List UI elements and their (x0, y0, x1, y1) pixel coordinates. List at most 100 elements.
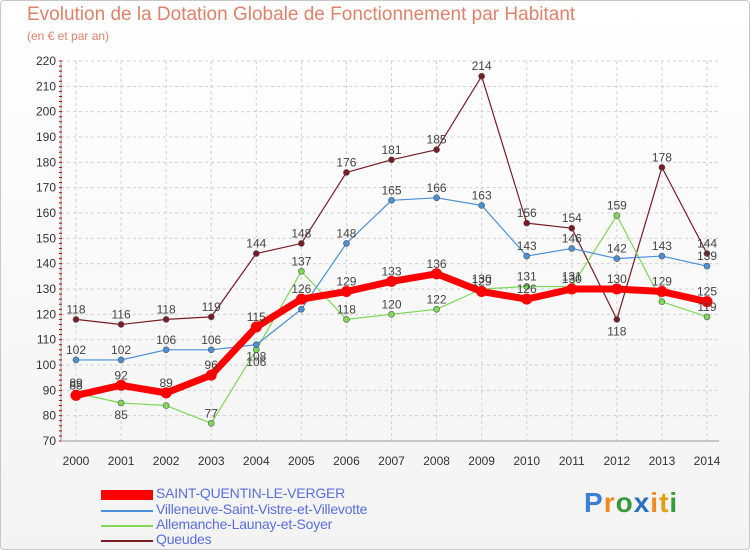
data-point-saint-quentin-le-verger (295, 293, 307, 305)
logo-letter: P (584, 487, 604, 518)
data-label: 96 (205, 358, 219, 372)
x-tick-label: 2008 (423, 454, 450, 468)
data-label: 77 (205, 406, 219, 420)
data-label: 88 (69, 378, 83, 392)
x-tick-label: 2003 (198, 454, 225, 468)
data-label: 143 (652, 239, 672, 253)
data-point-allemanche-launay-et-soyer (703, 313, 711, 321)
x-tick-label: 2000 (63, 454, 90, 468)
data-point-queudes (117, 321, 125, 328)
data-point-allemanche-launay-et-soyer (343, 316, 350, 323)
logo-letter: x (633, 487, 651, 518)
legend-swatch-villeneuve (101, 510, 153, 512)
x-tick-label: 2002 (153, 454, 180, 468)
data-point-villeneuve-saint-vistre-et-villevotte (568, 245, 576, 252)
data-point-allemanche-launay-et-soyer (613, 212, 621, 219)
data-label: 131 (517, 269, 537, 283)
y-tick-label: 100 (36, 358, 56, 372)
data-point-allemanche-launay-et-soyer (658, 298, 666, 305)
x-tick-label: 2012 (604, 454, 631, 468)
data-point-villeneuve-saint-vistre-et-villevotte (117, 356, 125, 364)
data-label: 106 (201, 333, 221, 347)
data-label: 129 (336, 275, 356, 289)
y-tick-label: 120 (36, 307, 56, 321)
data-point-saint-quentin-le-verger (386, 275, 397, 287)
x-tick-label: 2005 (288, 454, 315, 468)
legend-swatch-allemanche (101, 525, 153, 527)
data-label: 143 (517, 239, 537, 253)
chart-title: Evolution de la Dotation Globale de Fonc… (27, 4, 576, 25)
data-label: 118 (337, 302, 356, 316)
legend-label-saint-quentin: SAINT-QUENTIN-LE-VERGER (156, 485, 346, 501)
data-point-villeneuve-saint-vistre-et-villevotte (207, 346, 215, 354)
data-label: 130 (607, 272, 627, 286)
data-label: 137 (291, 254, 311, 268)
y-tick-label: 70 (43, 434, 57, 448)
x-tick-label: 2013 (649, 454, 676, 468)
data-label: 154 (562, 211, 582, 225)
y-tick-label: 160 (36, 206, 56, 220)
data-point-queudes (207, 313, 215, 321)
data-label: 136 (427, 257, 447, 271)
data-label: 144 (246, 237, 266, 251)
legend-label-allemanche: Allemanche-Launay-et-Soyer (156, 516, 333, 532)
x-tick-label: 2009 (468, 454, 495, 468)
data-label: 120 (381, 297, 401, 311)
logo-letter: i (650, 487, 660, 518)
data-point-queudes (298, 240, 305, 247)
data-label: 118 (607, 324, 626, 338)
data-label: 156 (517, 206, 537, 220)
data-point-villeneuve-saint-vistre-et-villevotte (433, 194, 440, 202)
legend-label-queudes: Queudes (156, 531, 212, 547)
legend-swatch-queudes (101, 540, 153, 542)
data-label: 85 (114, 408, 128, 422)
data-label: 142 (607, 242, 627, 256)
y-tick-label: 140 (36, 257, 56, 271)
data-point-queudes (523, 219, 531, 227)
data-point-queudes (568, 224, 576, 232)
logo-letter: i (669, 487, 679, 518)
y-tick-label: 80 (43, 409, 57, 423)
data-label: 119 (202, 300, 221, 314)
data-point-allemanche-launay-et-soyer (117, 399, 125, 407)
x-tick-label: 2001 (108, 454, 135, 468)
logo-letter: r (603, 487, 616, 518)
y-tick-label: 130 (36, 282, 56, 296)
data-label: 115 (247, 310, 266, 324)
logo-letter: o (615, 487, 634, 518)
x-tick-label: 2006 (333, 454, 360, 468)
data-label: 181 (381, 143, 401, 157)
data-label: 130 (472, 272, 492, 286)
data-point-saint-quentin-le-verger (250, 321, 262, 333)
x-tick-label: 2007 (378, 454, 405, 468)
data-point-villeneuve-saint-vistre-et-villevotte (658, 252, 666, 260)
y-tick-label: 180 (36, 155, 56, 169)
data-point-saint-quentin-le-verger (656, 286, 668, 298)
data-label: 116 (112, 307, 131, 321)
data-label: 131 (562, 269, 582, 283)
data-label: 129 (652, 275, 672, 289)
data-point-queudes (72, 316, 80, 323)
data-label: 102 (111, 343, 131, 357)
data-point-saint-quentin-le-verger (205, 369, 217, 381)
y-tick-label: 220 (36, 54, 56, 68)
data-label: 130 (562, 272, 582, 286)
data-point-queudes (343, 169, 350, 176)
data-label: 159 (607, 199, 627, 213)
data-label: 163 (472, 188, 492, 202)
data-label: 126 (291, 282, 311, 296)
data-label: 126 (517, 282, 537, 296)
chart-subtitle: (en € et par an) (27, 29, 110, 43)
x-tick-label: 2014 (694, 454, 721, 468)
data-point-queudes (162, 316, 170, 323)
data-point-villeneuve-saint-vistre-et-villevotte (703, 262, 711, 270)
data-point-saint-quentin-le-verger (566, 283, 578, 295)
data-point-allemanche-launay-et-soyer (388, 311, 395, 318)
data-point-saint-quentin-le-verger (611, 283, 623, 295)
data-label: 106 (246, 355, 266, 369)
data-label: 165 (381, 183, 401, 197)
data-point-saint-quentin-le-verger (70, 389, 82, 401)
data-label: 146 (562, 231, 582, 245)
data-label: 144 (697, 237, 717, 251)
